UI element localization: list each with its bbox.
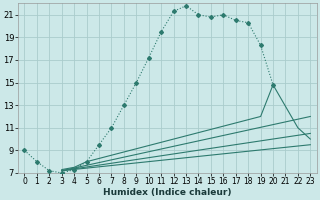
X-axis label: Humidex (Indice chaleur): Humidex (Indice chaleur) [103, 188, 232, 197]
